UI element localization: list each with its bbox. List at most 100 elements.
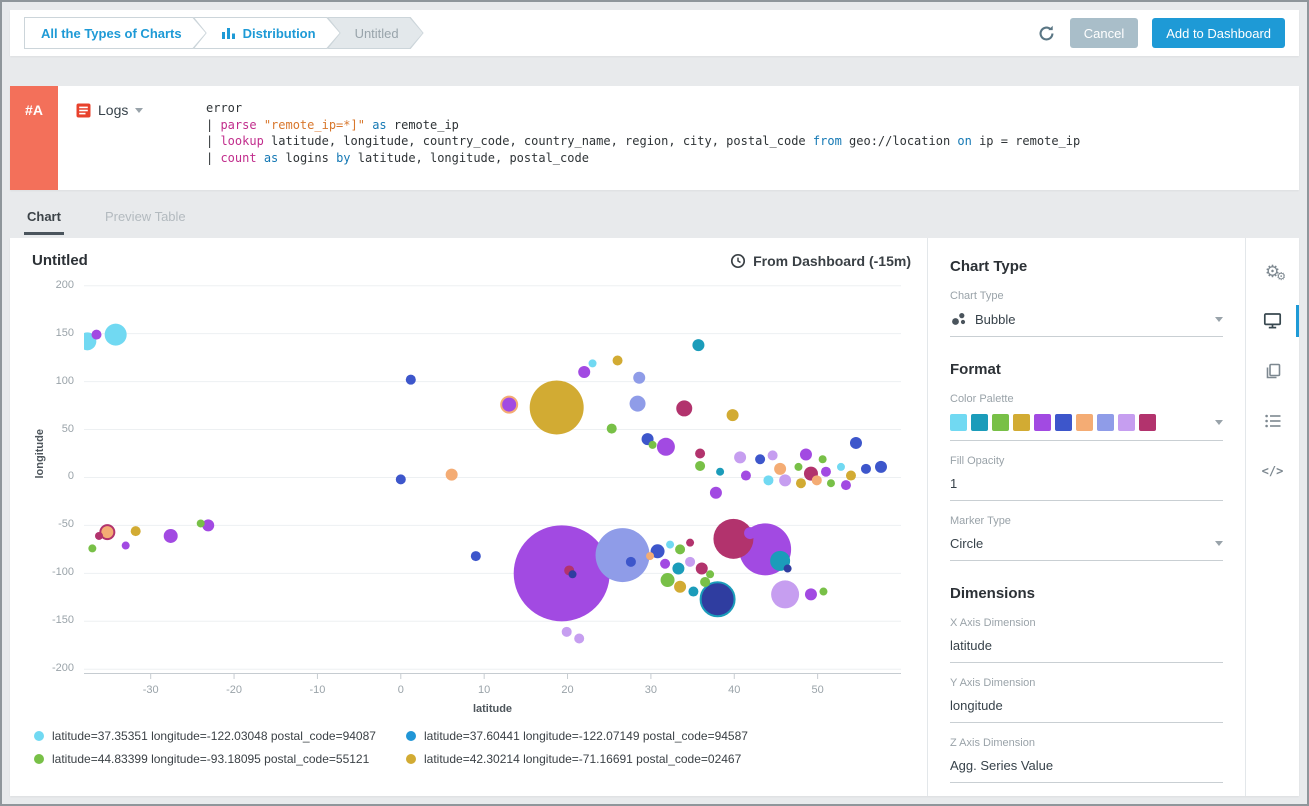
- legend-item[interactable]: latitude=44.83399 longitude=-93.18095 po…: [34, 752, 406, 766]
- bubble[interactable]: [849, 436, 862, 449]
- bubble[interactable]: [674, 580, 687, 593]
- query-row-badge[interactable]: #A: [10, 86, 58, 190]
- legend-item[interactable]: latitude=37.60441 longitude=-122.07149 p…: [406, 729, 911, 743]
- bubble[interactable]: [513, 525, 610, 622]
- bubble[interactable]: [666, 540, 675, 549]
- tab-chart[interactable]: Chart: [24, 203, 64, 235]
- bubble[interactable]: [91, 329, 102, 340]
- bubble[interactable]: [840, 480, 851, 491]
- bubble[interactable]: [676, 400, 693, 417]
- bubble[interactable]: [819, 587, 828, 596]
- bubble[interactable]: [578, 365, 591, 378]
- bubble[interactable]: [713, 518, 754, 559]
- query-editor[interactable]: error | parse "remote_ip=*]" as remote_ip…: [176, 86, 1299, 190]
- bubble[interactable]: [767, 450, 778, 461]
- bubble[interactable]: [695, 448, 706, 459]
- bubble[interactable]: [95, 531, 104, 540]
- bubble[interactable]: [706, 570, 715, 579]
- bubble[interactable]: [685, 556, 696, 567]
- bubble[interactable]: [826, 479, 835, 488]
- bubble[interactable]: [836, 462, 845, 471]
- bubble[interactable]: [675, 544, 686, 555]
- bubble[interactable]: [648, 440, 657, 449]
- chart-type-select[interactable]: Bubble: [950, 311, 1223, 337]
- bubble[interactable]: [588, 359, 597, 368]
- bubble[interactable]: [874, 460, 887, 473]
- bubble[interactable]: [692, 339, 705, 352]
- bubble[interactable]: [699, 581, 736, 618]
- bubble[interactable]: [774, 462, 787, 475]
- bubble[interactable]: [574, 633, 585, 644]
- bubble[interactable]: [130, 526, 141, 537]
- bubble[interactable]: [795, 478, 806, 489]
- bubble[interactable]: [612, 355, 623, 366]
- bubble[interactable]: [656, 437, 675, 456]
- fill-opacity-input[interactable]: 1: [950, 476, 1223, 501]
- bubble[interactable]: [196, 519, 205, 528]
- bubble[interactable]: [709, 486, 722, 499]
- bubble[interactable]: [660, 558, 671, 569]
- add-to-dashboard-button[interactable]: Add to Dashboard: [1152, 18, 1285, 48]
- rail-item-display[interactable]: [1246, 304, 1299, 338]
- breadcrumb-item-1[interactable]: Distribution: [194, 17, 341, 49]
- bubble[interactable]: [700, 576, 711, 587]
- bubble[interactable]: [445, 468, 458, 481]
- bubble[interactable]: [606, 423, 617, 434]
- legend-item[interactable]: latitude=42.30214 longitude=-71.16691 po…: [406, 752, 911, 766]
- z-dimension-input[interactable]: Agg. Series Value: [950, 758, 1223, 783]
- bubble[interactable]: [860, 463, 871, 474]
- bubble[interactable]: [625, 556, 636, 567]
- bubble[interactable]: [568, 570, 577, 579]
- rail-item-settings[interactable]: ⚙ ⚙: [1246, 254, 1299, 288]
- bubble[interactable]: [695, 562, 708, 575]
- bubble[interactable]: [783, 564, 792, 573]
- rail-item-code[interactable]: </>: [1246, 454, 1299, 488]
- bubble[interactable]: [633, 371, 646, 384]
- bubble[interactable]: [688, 586, 699, 597]
- bubble[interactable]: [726, 409, 739, 422]
- rail-item-duplicate[interactable]: [1246, 354, 1299, 388]
- bubble[interactable]: [595, 528, 650, 583]
- source-selector[interactable]: Logs: [58, 86, 176, 118]
- bubble[interactable]: [755, 454, 766, 465]
- bubble[interactable]: [716, 467, 725, 476]
- bubble[interactable]: [163, 528, 178, 543]
- bubble[interactable]: [818, 455, 827, 464]
- bubble[interactable]: [650, 544, 665, 559]
- bubble[interactable]: [686, 538, 695, 547]
- bubble[interactable]: [529, 380, 584, 435]
- bubble[interactable]: [470, 551, 481, 562]
- legend-item[interactable]: latitude=37.35351 longitude=-122.03048 p…: [34, 729, 406, 743]
- bubble[interactable]: [845, 470, 856, 481]
- bubble[interactable]: [660, 573, 675, 588]
- y-dimension-input[interactable]: longitude: [950, 698, 1223, 723]
- bubble[interactable]: [799, 448, 812, 461]
- bubble[interactable]: [405, 374, 416, 385]
- bubble[interactable]: [88, 544, 97, 553]
- bubble[interactable]: [734, 451, 747, 464]
- cancel-button[interactable]: Cancel: [1069, 18, 1139, 48]
- bubble[interactable]: [121, 541, 130, 550]
- bubble[interactable]: [202, 519, 215, 532]
- bubble[interactable]: [771, 580, 800, 609]
- bubble[interactable]: [811, 475, 822, 486]
- bubble[interactable]: [395, 474, 406, 485]
- refresh-button[interactable]: [1037, 24, 1056, 43]
- bubble[interactable]: [629, 395, 646, 412]
- bubble[interactable]: [672, 562, 685, 575]
- rail-item-list[interactable]: [1246, 404, 1299, 438]
- bubble[interactable]: [804, 588, 817, 601]
- bubble[interactable]: [99, 524, 116, 541]
- bubble[interactable]: [763, 475, 774, 486]
- color-palette-select[interactable]: [950, 414, 1223, 441]
- bubble[interactable]: [500, 395, 519, 414]
- breadcrumb-item-0[interactable]: All the Types of Charts: [24, 17, 207, 49]
- bubble[interactable]: [794, 462, 803, 471]
- bubble[interactable]: [695, 460, 706, 471]
- tab-preview-table[interactable]: Preview Table: [104, 209, 186, 224]
- marker-type-select[interactable]: Circle: [950, 536, 1223, 561]
- x-dimension-input[interactable]: latitude: [950, 638, 1223, 663]
- breadcrumb-item-2[interactable]: Untitled: [328, 17, 424, 49]
- time-range-chip[interactable]: From Dashboard (-15m): [730, 253, 911, 269]
- bubble[interactable]: [104, 323, 127, 346]
